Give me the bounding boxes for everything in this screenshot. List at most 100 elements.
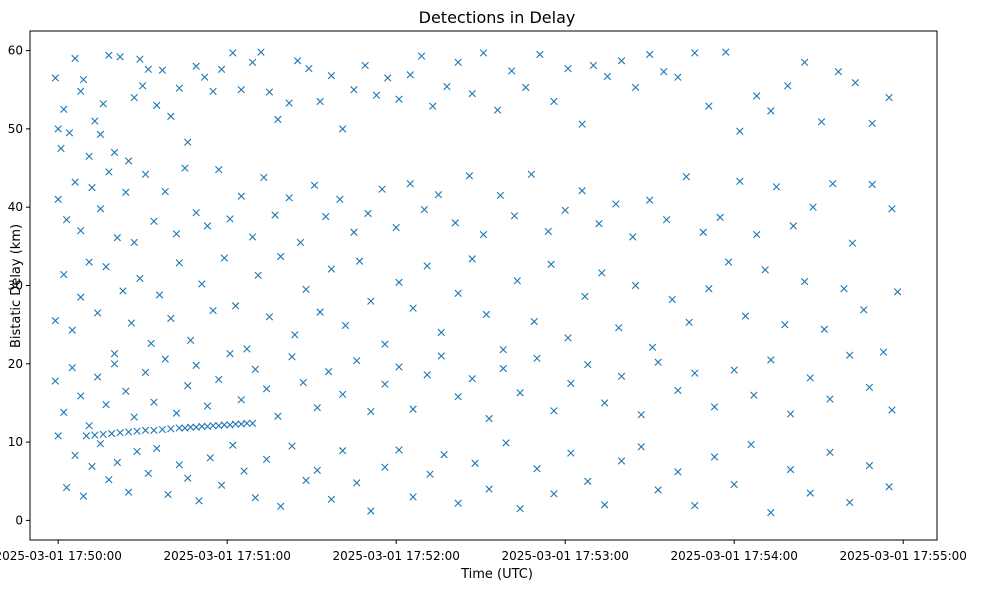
data-point (203, 402, 212, 410)
data-point (420, 205, 429, 214)
data-point (155, 291, 164, 299)
data-point (705, 102, 713, 110)
y-tick-label: 50 (8, 122, 23, 136)
data-point (674, 386, 682, 395)
data-point (485, 414, 493, 423)
data-point (243, 419, 251, 428)
data-point (493, 106, 502, 114)
data-point (617, 57, 626, 65)
data-point (85, 258, 93, 266)
data-point (786, 465, 795, 474)
data-point (102, 263, 110, 271)
data-point (753, 92, 761, 100)
y-tick-label: 0 (15, 513, 23, 527)
data-point (893, 288, 902, 296)
data-point (130, 238, 138, 247)
data-point (262, 455, 271, 464)
data-point (468, 255, 476, 263)
data-point (454, 499, 462, 507)
data-point (62, 216, 71, 224)
data-point (60, 270, 68, 279)
data-point (102, 400, 110, 409)
data-point (158, 425, 167, 434)
data-point (485, 485, 493, 493)
data-point (288, 442, 296, 450)
data-point (468, 89, 476, 98)
data-point (496, 191, 505, 200)
data-point (322, 212, 330, 221)
data-point (612, 200, 620, 208)
data-point (77, 226, 85, 235)
data-point (674, 73, 682, 81)
data-point (110, 349, 119, 358)
data-point (747, 440, 755, 449)
data-point (51, 74, 60, 82)
data-point (184, 138, 192, 146)
data-point (409, 405, 417, 413)
data-points (51, 48, 902, 517)
data-point (262, 385, 271, 393)
data-point (561, 206, 569, 215)
data-point (361, 61, 369, 70)
data-point (116, 53, 124, 61)
data-point (107, 429, 116, 438)
data-point (60, 408, 68, 417)
data-point (513, 277, 521, 285)
data-point (338, 125, 347, 133)
y-tick-label: 10 (8, 435, 23, 449)
data-point (705, 284, 713, 293)
data-point (215, 165, 223, 174)
data-point (285, 194, 293, 202)
data-point (716, 213, 724, 222)
plot-area (29, 30, 938, 541)
data-point (451, 219, 460, 227)
data-point (395, 363, 403, 371)
data-point (454, 289, 462, 298)
data-point (220, 254, 229, 262)
data-point (299, 378, 307, 387)
x-tick-label: 2025-03-01 17:55:00 (839, 549, 966, 563)
data-point (440, 450, 448, 459)
data-point (674, 468, 682, 476)
data-point (71, 178, 79, 186)
data-point (550, 490, 558, 498)
data-point (251, 365, 260, 373)
data-point (175, 461, 183, 469)
data-point (257, 48, 265, 56)
data-point (851, 78, 860, 87)
y-axis-label: Bistatic Delay (km) (9, 224, 24, 348)
data-point (406, 71, 414, 79)
data-point (454, 58, 462, 67)
data-point (192, 361, 200, 370)
data-point (516, 504, 524, 513)
data-point (248, 419, 257, 428)
data-point (426, 470, 434, 478)
data-point (722, 48, 730, 56)
data-point (231, 420, 240, 428)
data-point (699, 228, 707, 236)
data-point (784, 82, 792, 90)
data-point (767, 107, 775, 115)
data-point (316, 97, 324, 106)
data-point (231, 302, 240, 310)
data-point (378, 185, 386, 193)
data-point (617, 372, 626, 381)
data-point (186, 423, 195, 431)
data-point (113, 458, 122, 467)
data-point (468, 374, 476, 383)
data-point (353, 479, 361, 487)
data-point (310, 181, 319, 189)
data-point (781, 320, 789, 329)
data-point (482, 310, 491, 319)
data-point (195, 497, 203, 505)
data-point (499, 364, 507, 373)
data-point (172, 230, 181, 238)
data-point (158, 66, 167, 74)
data-point (392, 223, 400, 232)
data-point (209, 87, 217, 95)
data-point (141, 426, 150, 435)
data-point (68, 364, 76, 372)
data-point (62, 483, 71, 492)
data-point (741, 312, 750, 320)
